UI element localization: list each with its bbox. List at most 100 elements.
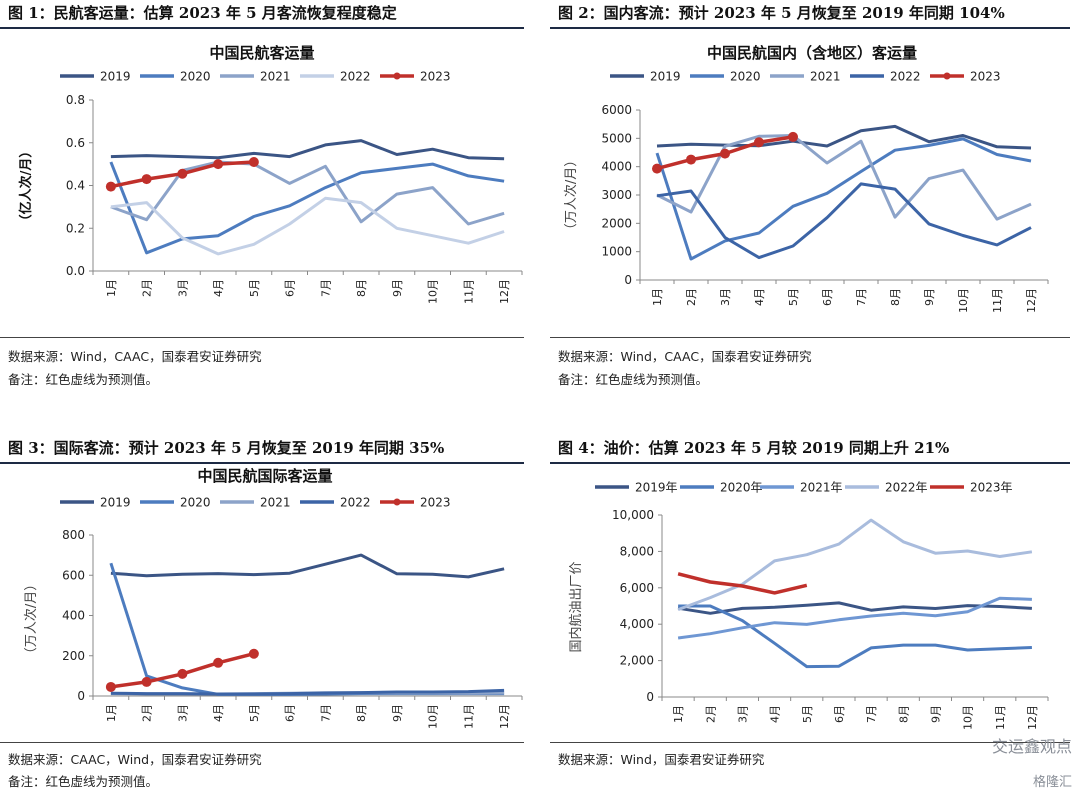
watermark-text: 交运鑫观点 (991, 737, 1072, 756)
x-tick-label: 1月 (651, 288, 664, 306)
panel-1-bottom-rule (0, 337, 524, 338)
x-tick-label: 6月 (284, 279, 297, 297)
series-point-2023-3月 (177, 168, 188, 179)
x-tick-label: 2月 (704, 705, 717, 723)
x-tick-label: 8月 (355, 704, 368, 722)
y-tick-label: 0 (77, 689, 85, 703)
x-tick-label: 4月 (212, 704, 225, 722)
x-tick-label: 11月 (991, 288, 1004, 313)
legend-label-2023: 2023 (420, 70, 451, 84)
legend-item-2021: 2021 (770, 70, 841, 84)
series-point-2023-2月 (686, 154, 696, 165)
series-point-2023-2月 (141, 174, 152, 185)
chart-3-title: 中国民航国际客运量 (197, 467, 332, 485)
panel-1-source: 数据来源：Wind，CAAC，国泰君安证券研究 (8, 349, 262, 364)
x-tick-label: 10月 (427, 704, 440, 729)
y-tick-label: 800 (62, 528, 85, 542)
panel-4-title-rule (550, 462, 1070, 464)
panel-2-bottom-rule (550, 337, 1070, 338)
legend-item-2020: 2020 (140, 496, 211, 510)
series-point-2023-4月 (213, 657, 224, 668)
x-tick-label: 12月 (498, 704, 511, 729)
series-point-2023-5月 (788, 131, 798, 142)
x-tick-label: 5月 (248, 279, 261, 297)
x-tick-label: 12月 (498, 279, 511, 304)
y-axis-label: （万人次/月） (563, 154, 579, 236)
chart-4: 2019年 2020年 2021年 2022年 2023年 0 2,000 4,000 6,00… (568, 481, 1049, 730)
x-tick-label: 6月 (833, 705, 846, 723)
panel-2-note: 备注：红色虚线为预测值。 (558, 372, 709, 387)
legend-label-2019: 2019 (100, 496, 131, 510)
x-tick-label: 3月 (736, 705, 749, 723)
legend-label-2020年: 2020年 (720, 481, 763, 495)
x-tick-label: 12月 (1025, 288, 1038, 313)
panel-1-note: 备注：红色虚线为预测值。 (8, 372, 159, 387)
x-tick-label: 12月 (1026, 705, 1039, 730)
legend-item-2020: 2020 (690, 70, 761, 84)
x-tick-label: 8月 (355, 279, 368, 297)
legend-label-2019: 2019 (650, 70, 681, 84)
y-tick-label: 8,000 (620, 544, 654, 558)
x-tick-label: 9月 (923, 288, 936, 306)
legend-label-2020: 2020 (180, 70, 211, 84)
x-tick-label: 2月 (141, 279, 154, 297)
legend-label-2022: 2022 (340, 496, 371, 510)
series-line-2021 (110, 160, 505, 226)
x-tick-label: 5月 (248, 704, 261, 722)
legend-item-2019: 2019 (610, 70, 681, 84)
legend-item-2020年: 2020年 (680, 481, 763, 495)
y-tick-label: 6,000 (620, 581, 654, 595)
series-line-2019 (110, 553, 505, 579)
y-tick-label: 5000 (601, 131, 632, 145)
legend-label-2023年: 2023年 (970, 481, 1013, 495)
y-tick-label: 2,000 (620, 654, 654, 668)
x-tick-label: 7月 (319, 279, 332, 297)
legend-label-2019: 2019 (100, 70, 131, 84)
x-tick-label: 1月 (105, 704, 118, 722)
y-tick-label: 1000 (601, 245, 632, 259)
x-tick-label: 11月 (462, 704, 475, 729)
y-tick-label: 0 (646, 690, 654, 704)
y-tick-label: 0.6 (66, 136, 85, 150)
series-line-2021年 (677, 596, 1032, 640)
legend-item-2021: 2021 (220, 70, 291, 84)
x-tick-label: 1月 (672, 705, 685, 723)
panel-3-title: 图 3：国际客流：预计 2023 年 5 月恢复至 2019 年同期 35% (8, 439, 445, 457)
series-point-2023-2月 (141, 676, 152, 687)
y-tick-label: 0.2 (66, 221, 85, 235)
legend-item-2021: 2021 (220, 496, 291, 510)
legend-marker-2023 (943, 72, 951, 80)
x-tick-label: 2月 (685, 288, 698, 306)
series-line-2020 (109, 161, 505, 255)
series-line-2019 (656, 124, 1032, 150)
legend-item-2023: 2023 (930, 70, 1001, 84)
panel-3-title-rule (0, 462, 524, 464)
legend-label-2021: 2021 (260, 496, 291, 510)
x-tick-label: 10月 (427, 279, 440, 304)
chart-3: 中国民航国际客运量 2019 2020 2021 2022 2023 0 200 400 600 8… (23, 467, 523, 729)
x-tick-label: 11月 (462, 279, 475, 304)
legend-label-2020: 2020 (730, 70, 761, 84)
legend-marker-2023 (393, 498, 401, 506)
legend-label-2019年: 2019年 (635, 481, 678, 495)
x-tick-label: 3月 (176, 704, 189, 722)
panel-3-bottom-rule (0, 742, 524, 743)
panel-2-title-rule (550, 27, 1070, 29)
series-point-2023-1月 (105, 681, 116, 692)
x-tick-label: 4月 (753, 288, 766, 306)
y-axis-label: （万人次/月） (23, 578, 39, 660)
legend-label-2022: 2022 (340, 70, 371, 84)
panel-1: 图 1：民航客运量：估算 2023 年 5 月客流恢复程度稳定 中国民航客运量 2… (0, 0, 530, 395)
legend-item-2022: 2022 (300, 496, 371, 510)
panel-3: 图 3：国际客流：预计 2023 年 5 月恢复至 2019 年同期 35% 中… (0, 435, 530, 795)
panel-4-bottom-rule (550, 742, 1070, 743)
x-tick-label: 1月 (105, 279, 118, 297)
y-axis-label: 国内航油出厂价 (568, 561, 584, 652)
legend-item-2019: 2019 (60, 496, 131, 510)
series-point-2023-5月 (248, 648, 259, 659)
series-line-2023年 (677, 572, 808, 595)
x-tick-label: 3月 (176, 279, 189, 297)
x-tick-label: 9月 (391, 279, 404, 297)
y-tick-label: 3000 (601, 188, 632, 202)
chart-1: 中国民航客运量 2019 2020 2021 2022 2023 0.0 0.2 0.4 0.6 0… (18, 44, 523, 304)
